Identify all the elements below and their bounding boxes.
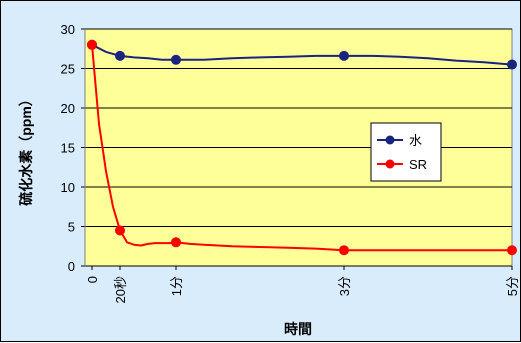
y-axis-title: 硫化水素（ppm） [18,92,34,206]
series-layer [87,39,517,256]
legend-label: SR [409,157,427,172]
x-axis-ticks: 0 20秒 1分 3分 5分 [85,266,520,303]
legend-swatch-marker [385,159,395,169]
data-point-series-0 [115,50,125,61]
data-point-series-1 [507,245,517,256]
data-point-series-1 [171,237,181,248]
y-tick-label: 10 [61,180,75,195]
y-axis-ticks: 0 5 10 15 20 25 30 [61,22,86,274]
data-point-series-1 [339,245,349,256]
y-tick-label: 25 [61,62,75,77]
legend: 水 SR [370,122,442,182]
y-tick-label: 20 [61,101,75,116]
x-tick-label: 3分 [337,276,352,296]
data-point-series-0 [339,50,349,61]
x-tick-label: 0 [85,276,100,283]
data-point-series-0 [507,59,517,70]
data-point-series-1 [87,39,97,50]
x-axis-title: 時間 [284,321,312,337]
data-point-series-0 [171,54,181,65]
legend-box [370,122,442,182]
legend-label: 水 [409,133,422,148]
data-point-series-1 [115,225,125,236]
y-tick-label: 15 [61,141,75,156]
x-tick-label: 1分 [169,276,184,296]
x-tick-label: 5分 [505,276,520,296]
series-line-0 [91,43,513,66]
y-tick-label: 0 [68,259,75,274]
y-tick-label: 5 [68,220,75,235]
gridlines [85,28,512,267]
y-tick-label: 30 [61,22,75,37]
legend-swatch-marker [385,135,395,145]
x-tick-label: 20秒 [113,276,128,303]
